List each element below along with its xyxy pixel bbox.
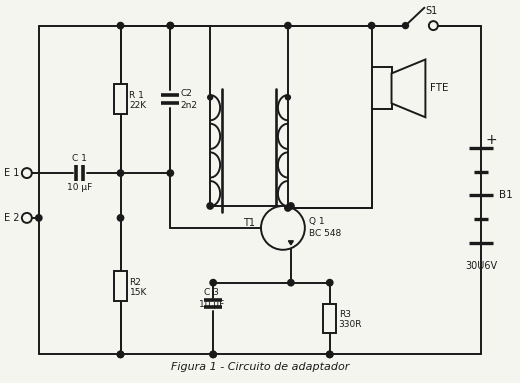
- Circle shape: [288, 203, 294, 209]
- Circle shape: [22, 213, 32, 223]
- Circle shape: [288, 280, 294, 286]
- Text: 2n2: 2n2: [180, 101, 197, 110]
- Circle shape: [402, 23, 408, 29]
- Circle shape: [285, 205, 291, 211]
- Circle shape: [118, 351, 124, 358]
- Circle shape: [327, 280, 333, 286]
- Text: C 3: C 3: [204, 288, 218, 297]
- Text: FTE: FTE: [431, 83, 449, 93]
- Circle shape: [167, 23, 174, 29]
- Circle shape: [118, 23, 124, 29]
- Text: C2: C2: [180, 89, 192, 98]
- Text: C 1: C 1: [72, 154, 87, 163]
- Text: T1: T1: [243, 218, 255, 228]
- Circle shape: [22, 168, 32, 178]
- Bar: [372, 67, 392, 109]
- Text: E 2: E 2: [4, 213, 20, 223]
- Text: S1: S1: [425, 6, 438, 16]
- Circle shape: [210, 351, 216, 358]
- Circle shape: [261, 206, 305, 250]
- Circle shape: [167, 23, 174, 29]
- Circle shape: [429, 21, 438, 30]
- Text: R2: R2: [129, 278, 141, 286]
- Text: 15K: 15K: [129, 288, 147, 297]
- Text: 10 μF: 10 μF: [67, 183, 92, 192]
- Text: 330R: 330R: [339, 320, 362, 329]
- Text: Q 1: Q 1: [309, 218, 324, 226]
- Text: R3: R3: [339, 310, 350, 319]
- Text: R 1: R 1: [129, 91, 145, 100]
- Circle shape: [327, 351, 333, 358]
- Circle shape: [207, 95, 213, 100]
- Circle shape: [118, 170, 124, 176]
- Text: E 1: E 1: [5, 168, 20, 178]
- Bar: [114, 84, 127, 114]
- Circle shape: [167, 170, 174, 176]
- Circle shape: [285, 95, 290, 100]
- Text: 30U6V: 30U6V: [465, 261, 497, 271]
- Circle shape: [118, 215, 124, 221]
- Circle shape: [207, 203, 213, 209]
- Text: +: +: [485, 133, 497, 147]
- Circle shape: [118, 351, 124, 358]
- Text: 22K: 22K: [129, 101, 147, 110]
- Text: BC 548: BC 548: [309, 229, 341, 238]
- Circle shape: [368, 23, 375, 29]
- Bar: [323, 304, 336, 334]
- Circle shape: [285, 23, 291, 29]
- Text: 10 μF: 10 μF: [199, 300, 224, 309]
- Circle shape: [210, 351, 216, 358]
- Bar: [114, 271, 127, 301]
- Polygon shape: [392, 59, 425, 117]
- FancyArrow shape: [289, 241, 293, 245]
- Text: B1: B1: [499, 190, 513, 200]
- Circle shape: [35, 215, 42, 221]
- Text: Figura 1 - Circuito de adaptador: Figura 1 - Circuito de adaptador: [171, 362, 349, 372]
- Circle shape: [210, 280, 216, 286]
- Circle shape: [327, 351, 333, 358]
